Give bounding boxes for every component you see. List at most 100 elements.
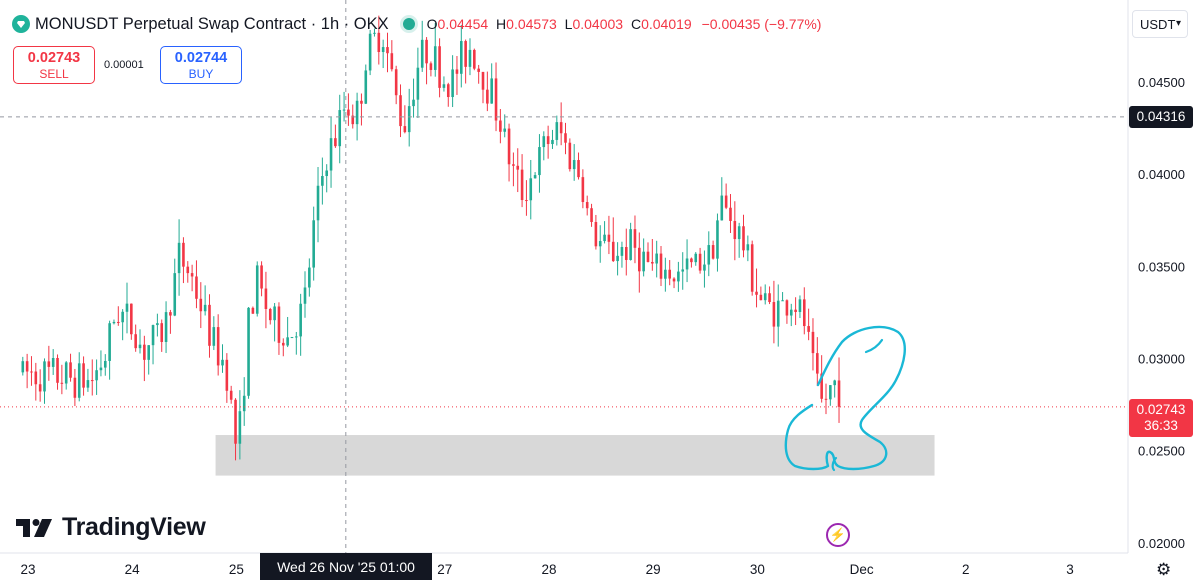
- candle-body: [416, 67, 420, 100]
- candle-body: [438, 46, 441, 88]
- ohlc-label-c: C: [630, 16, 642, 32]
- buy-button[interactable]: 0.02744 BUY: [160, 46, 242, 84]
- candle-body: [651, 261, 654, 264]
- candle-body: [212, 327, 216, 346]
- candle-body: [724, 195, 728, 208]
- candle-body: [290, 337, 294, 339]
- sell-label: SELL: [39, 67, 69, 81]
- candle-body: [789, 309, 793, 316]
- candle-body: [473, 49, 476, 69]
- candle-body: [703, 264, 706, 271]
- candle-body: [594, 222, 598, 247]
- candle-body: [117, 321, 120, 323]
- ohlc-values: O0.04454 H0.04573 L0.04003 C0.04019 −0.0…: [427, 16, 822, 32]
- ohlc-label-l: L: [564, 16, 573, 32]
- bar-countdown: 36:33: [1144, 417, 1178, 433]
- currency-selector[interactable]: USDT ▾: [1132, 10, 1188, 38]
- candle-body: [672, 278, 676, 282]
- candle-body: [690, 258, 693, 263]
- ohlc-high: 0.04573: [506, 16, 557, 32]
- time-tick-label: Dec: [850, 562, 874, 577]
- ohlc-label-o: O: [426, 16, 438, 32]
- price-tick-label: 0.02500: [1138, 444, 1185, 459]
- sell-button[interactable]: 0.02743 SELL: [13, 46, 95, 84]
- candle-body: [655, 253, 658, 264]
- crosshair-time-label: Wed 26 Nov '25 01:00: [260, 553, 432, 580]
- candle-body: [811, 331, 815, 354]
- candle-body: [164, 312, 168, 343]
- currency-label: USDT: [1140, 16, 1176, 32]
- brand-name: TradingView: [62, 513, 206, 541]
- candle-body: [99, 367, 103, 371]
- candle-body: [386, 47, 389, 54]
- candle-body: [750, 244, 754, 292]
- candle-body: [620, 247, 624, 256]
- candle-body: [499, 120, 502, 132]
- candle-body: [208, 304, 211, 346]
- candle-body: [255, 265, 259, 314]
- candle-body: [260, 265, 263, 289]
- candle-body: [525, 200, 528, 202]
- last-price-label: 0.02743 36:33: [1129, 398, 1193, 437]
- candle-body: [295, 336, 298, 338]
- gear-icon[interactable]: ⚙: [1156, 560, 1172, 579]
- candle-body: [90, 380, 94, 382]
- candle-body: [837, 380, 841, 407]
- candle-body: [273, 306, 276, 321]
- candle-body: [364, 70, 368, 104]
- candle-body: [21, 361, 25, 373]
- candle-body: [646, 251, 650, 262]
- candle-body: [373, 32, 376, 34]
- candle-body: [177, 242, 181, 274]
- candle-body: [581, 177, 585, 203]
- symbol-title[interactable]: MONUSDT Perpetual Swap Contract · 1h · O…: [35, 14, 389, 33]
- candle-body: [716, 220, 719, 259]
- candle-body: [156, 323, 159, 326]
- candle-body: [130, 303, 133, 335]
- candle-body: [325, 170, 329, 177]
- candle-body: [247, 307, 250, 396]
- candle-body: [216, 327, 220, 366]
- candle-body: [407, 106, 411, 133]
- candle-body: [195, 276, 198, 299]
- candle-body: [160, 323, 164, 343]
- candle-body: [342, 109, 346, 111]
- candle-body: [38, 384, 42, 392]
- candle-body: [694, 253, 698, 263]
- candle-body: [64, 362, 68, 384]
- candle-body: [264, 288, 268, 309]
- candle-body: [355, 100, 359, 125]
- candle-body: [746, 244, 750, 251]
- candle-body: [807, 326, 810, 332]
- candle-body: [442, 84, 446, 88]
- candle-body: [368, 33, 372, 71]
- candle-body: [590, 208, 593, 223]
- candle-body: [794, 309, 797, 313]
- candle-body: [281, 342, 285, 346]
- candle-body: [516, 165, 520, 170]
- candle-body: [503, 128, 507, 132]
- candle-body: [203, 304, 207, 312]
- candle-body: [125, 303, 129, 312]
- candle-body: [598, 241, 602, 247]
- lightning-icon[interactable]: ⚡: [826, 523, 850, 547]
- candle-body: [47, 361, 51, 367]
- candle-body: [833, 380, 836, 386]
- candle-body: [347, 109, 350, 116]
- candle-body: [221, 359, 224, 366]
- candle-body: [299, 303, 302, 337]
- time-tick-label: 25: [229, 562, 244, 577]
- candle-body: [77, 363, 81, 398]
- candle-body: [477, 68, 480, 72]
- candle-body: [737, 226, 741, 240]
- candle-body: [121, 311, 124, 323]
- candle-body: [677, 271, 680, 282]
- candle-body: [73, 377, 77, 398]
- candle-body: [785, 300, 789, 316]
- candle-body: [190, 273, 194, 277]
- candle-body: [108, 323, 111, 361]
- candle-body: [455, 69, 459, 74]
- candle-body: [381, 47, 385, 53]
- candle-body: [25, 361, 29, 372]
